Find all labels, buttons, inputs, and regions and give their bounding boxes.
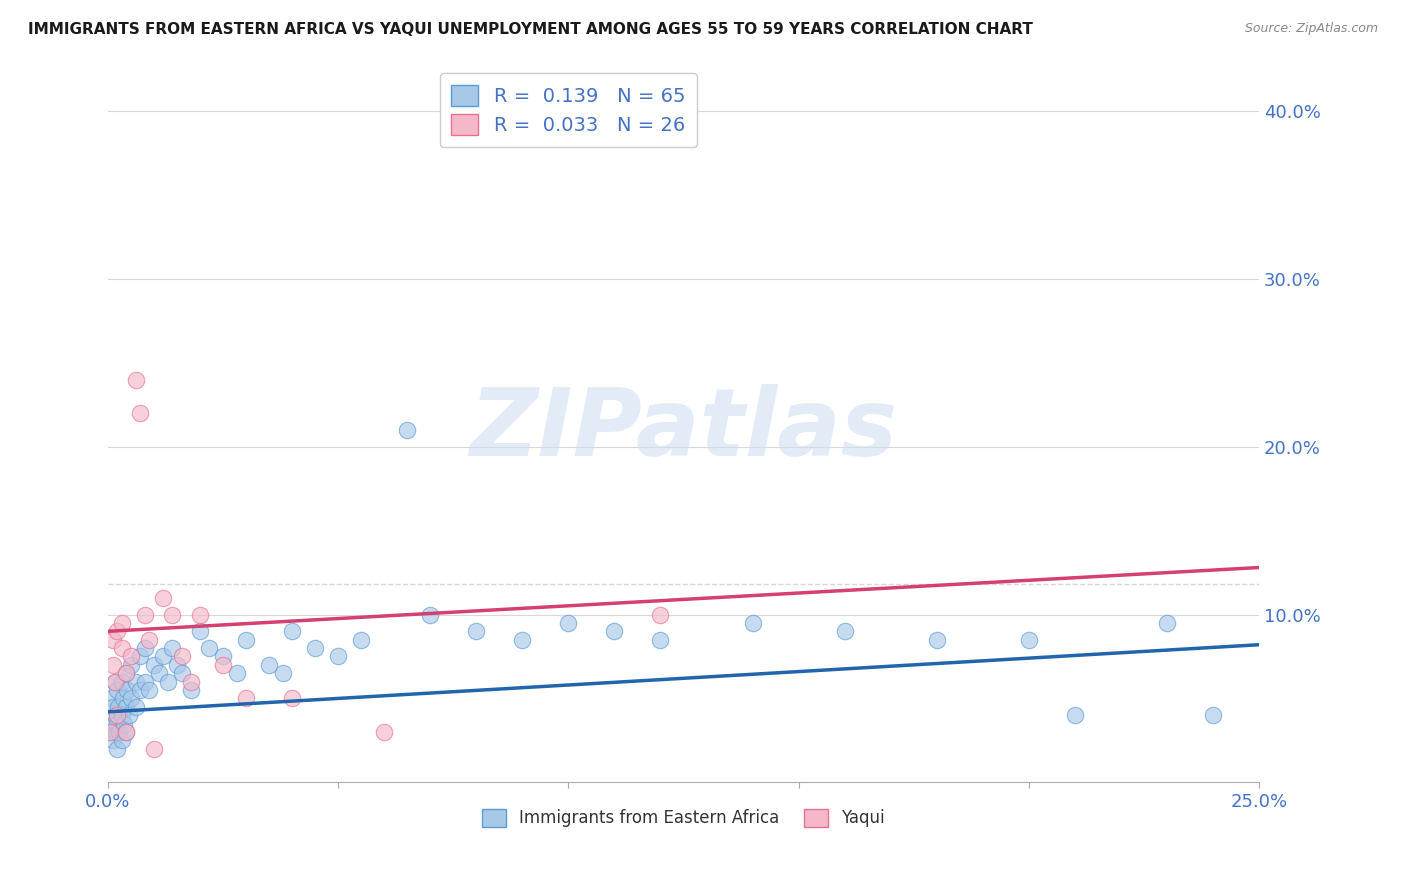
Point (120, 691, 142, 706)
Point (166, 657, 188, 672)
Point (170, 649, 193, 664)
Point (134, 641, 156, 656)
Point (650, 607, 672, 622)
Point (152, 649, 174, 664)
Point (138, 632, 160, 647)
Point (111, 674, 134, 689)
Point (129, 683, 152, 698)
Point (465, 624, 488, 639)
Point (741, 615, 763, 630)
Point (111, 733, 134, 747)
Point (115, 666, 138, 681)
Point (281, 624, 304, 639)
Point (105, 716, 128, 731)
Point (156, 674, 179, 689)
Point (138, 683, 160, 698)
Point (419, 607, 441, 622)
Point (112, 716, 135, 731)
Point (120, 649, 142, 664)
Point (98, 725, 121, 739)
Text: IMMIGRANTS FROM EASTERN AFRICA VS YAQUI UNEMPLOYMENT AMONG AGES 55 TO 59 YEARS C: IMMIGRANTS FROM EASTERN AFRICA VS YAQUI … (28, 22, 1033, 37)
Point (650, 632, 672, 647)
Point (115, 725, 138, 739)
Point (107, 699, 129, 714)
Point (162, 607, 184, 622)
Legend: Immigrants from Eastern Africa, Yaqui: Immigrants from Eastern Africa, Yaqui (475, 802, 891, 834)
Point (111, 691, 134, 706)
Point (1018, 632, 1040, 647)
Point (124, 674, 146, 689)
Point (281, 691, 304, 706)
Point (396, 423, 419, 437)
Point (225, 666, 247, 681)
Point (100, 691, 122, 706)
Point (101, 733, 124, 747)
Point (512, 632, 534, 647)
Point (152, 591, 174, 605)
Point (111, 708, 134, 723)
Point (235, 632, 257, 647)
Point (188, 607, 211, 622)
Point (105, 683, 128, 698)
Point (271, 666, 294, 681)
Point (115, 666, 138, 681)
Point (111, 615, 134, 630)
Point (129, 649, 152, 664)
Point (101, 632, 124, 647)
Point (212, 649, 235, 664)
Point (603, 624, 626, 639)
Point (104, 708, 127, 723)
Point (105, 725, 128, 739)
Point (134, 674, 156, 689)
Point (1063, 708, 1085, 723)
Point (129, 406, 152, 420)
Point (350, 632, 373, 647)
Point (925, 632, 948, 647)
Point (124, 699, 146, 714)
Point (373, 725, 395, 739)
Text: Source: ZipAtlas.com: Source: ZipAtlas.com (1244, 22, 1378, 36)
Point (104, 674, 127, 689)
Point (143, 657, 166, 672)
Point (180, 683, 202, 698)
Point (328, 649, 350, 664)
Point (188, 624, 211, 639)
Point (101, 699, 124, 714)
Point (105, 624, 128, 639)
Point (124, 372, 146, 386)
Point (103, 716, 125, 731)
Point (557, 615, 579, 630)
Point (143, 741, 166, 756)
Point (148, 666, 170, 681)
Point (257, 657, 280, 672)
Point (105, 708, 128, 723)
Point (101, 657, 124, 672)
Point (1156, 615, 1178, 630)
Point (120, 657, 142, 672)
Point (115, 699, 138, 714)
Point (115, 725, 138, 739)
Point (235, 691, 257, 706)
Point (304, 641, 326, 656)
Point (212, 657, 235, 672)
Point (134, 607, 156, 622)
Point (108, 725, 131, 739)
Point (1202, 708, 1225, 723)
Point (104, 674, 127, 689)
Point (834, 624, 856, 639)
Point (117, 683, 139, 698)
Point (162, 641, 184, 656)
Text: ZIPatlas: ZIPatlas (470, 384, 897, 476)
Point (198, 641, 221, 656)
Point (105, 741, 128, 756)
Point (170, 666, 193, 681)
Point (118, 708, 141, 723)
Point (98, 725, 121, 739)
Point (111, 641, 134, 656)
Point (180, 674, 202, 689)
